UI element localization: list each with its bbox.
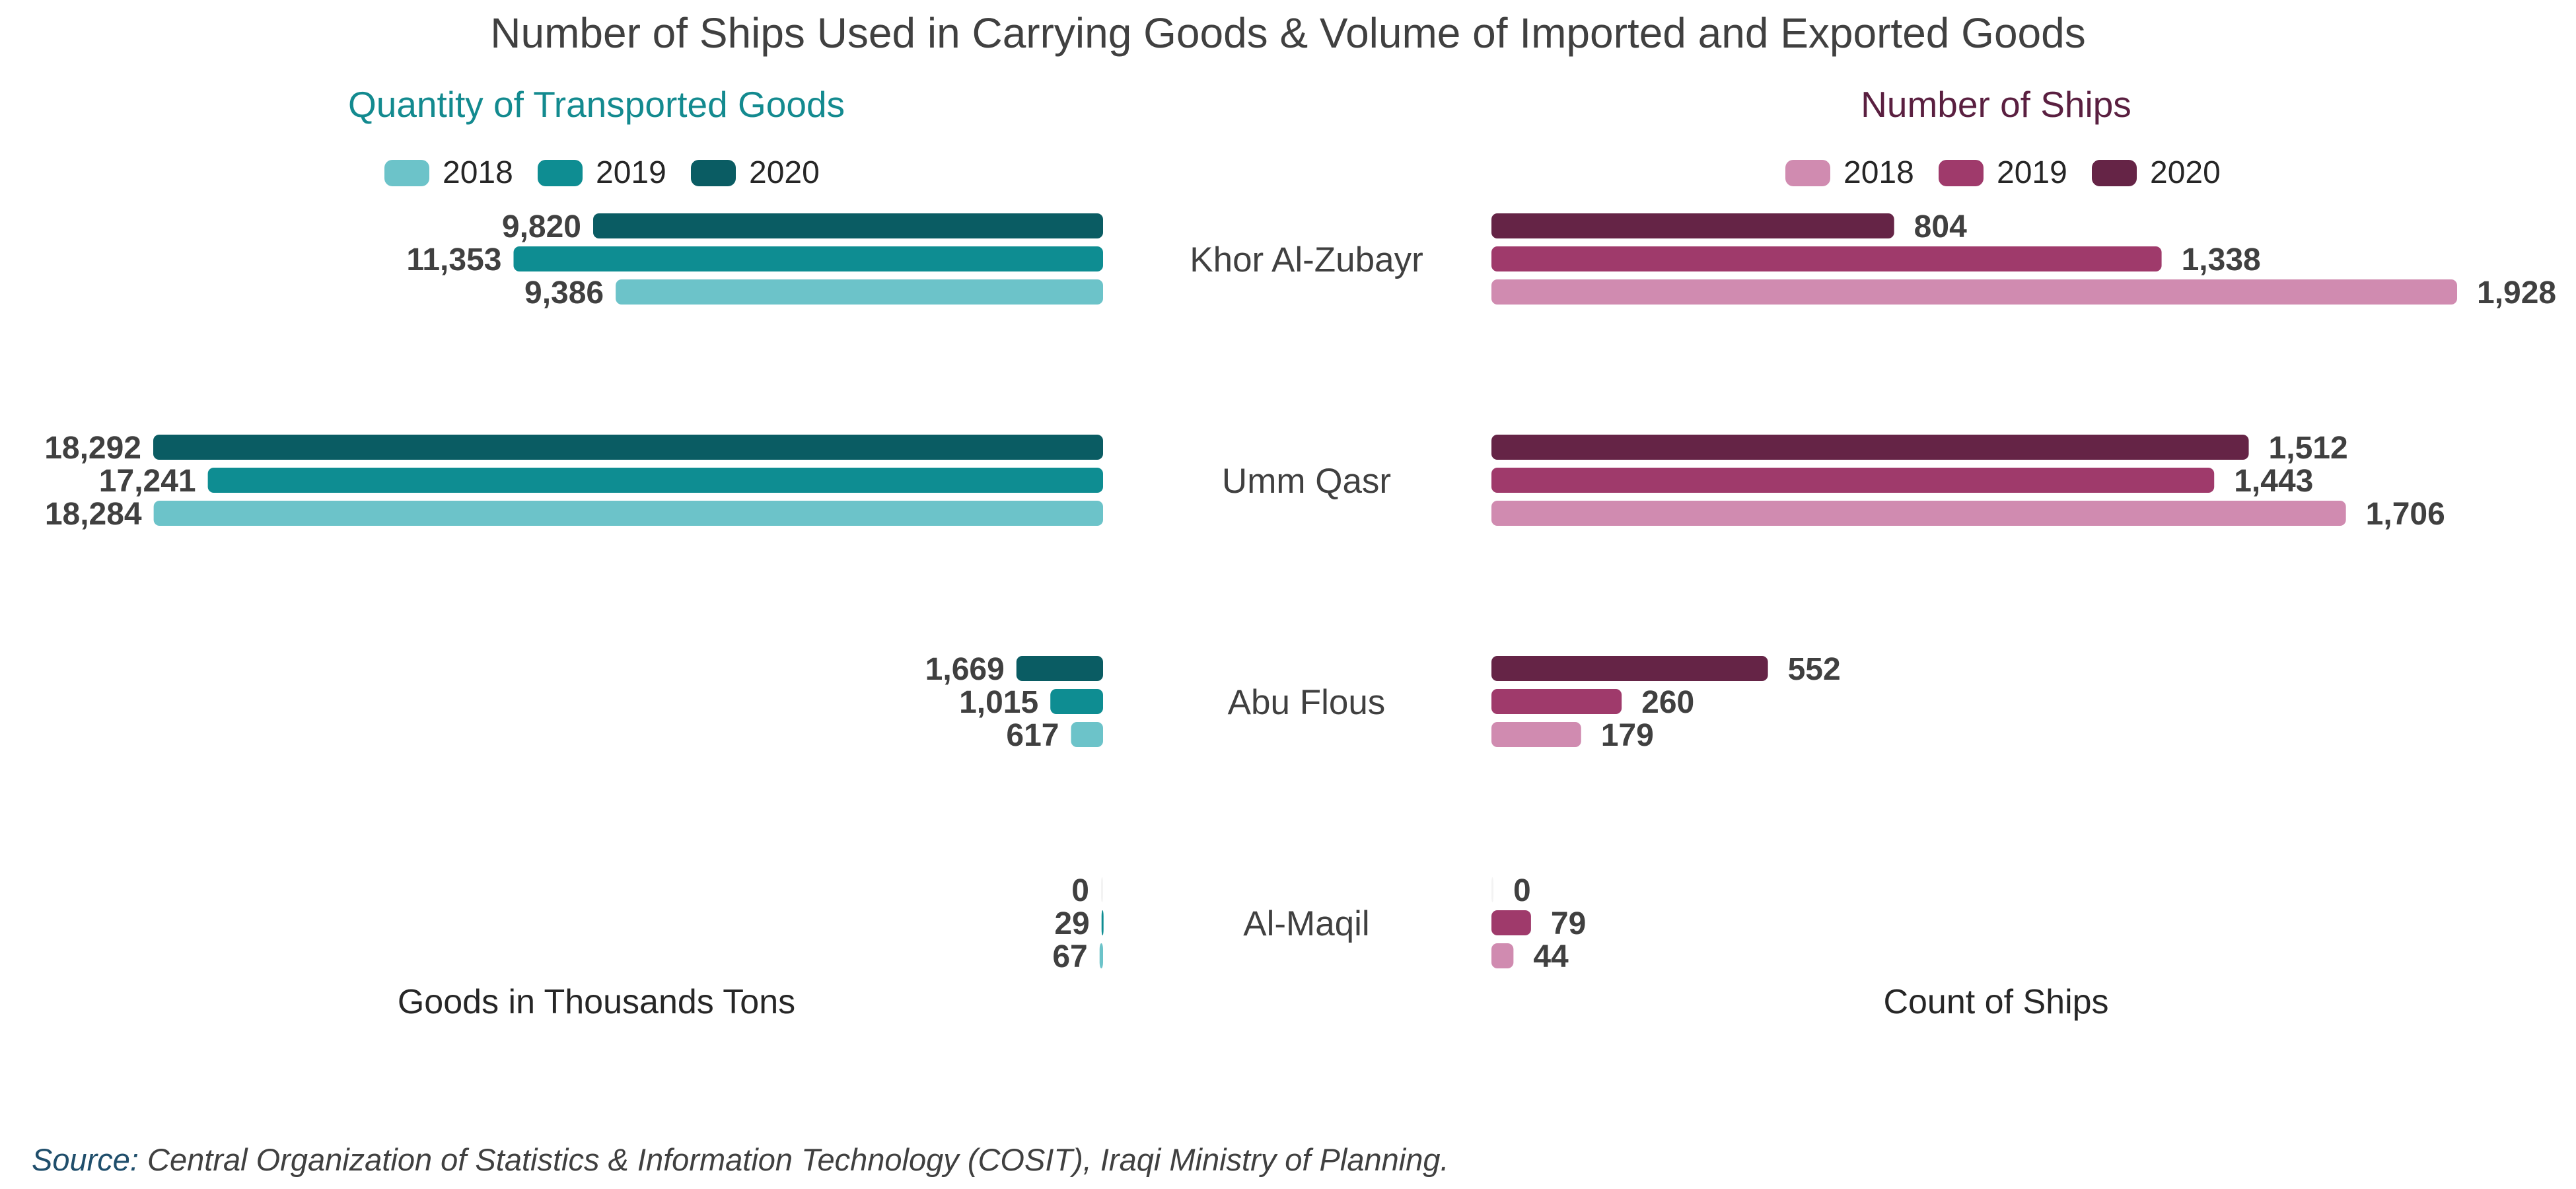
bar-goods-2018 [1071,722,1103,747]
source-note: Source: Central Organization of Statisti… [32,1141,1449,1178]
data-label-ships-2019: 260 [1641,685,1694,720]
category-label: Umm Qasr [1222,462,1391,501]
bar-goods-2020 [153,435,1103,460]
data-label-goods-2020: 0 [1071,873,1089,908]
data-label-goods-2018: 617 [1006,718,1059,753]
bar-goods-2020 [1016,656,1103,681]
legend-swatch-2018 [384,160,429,186]
data-label-ships-2018: 1,706 [2366,497,2445,532]
legend-label-2018: 2018 [443,155,513,190]
bar-ships-2018 [1491,722,1581,747]
legend-swatch-2020 [2092,160,2137,186]
bar-ships-2020 [1491,435,2249,460]
bar-goods-2019 [513,246,1103,271]
bar-ships-2019 [1491,246,2162,271]
bar-ships-2018 [1491,501,2346,526]
source-text: Central Organization of Statistics & Inf… [138,1142,1449,1177]
right-x-axis-label: Count of Ships [1883,983,2108,1021]
bar-ships-2019 [1491,910,1531,935]
right-panel-title: Number of Ships [1861,84,2131,125]
data-label-ships-2018: 179 [1601,718,1654,753]
source-label: Source: [32,1142,139,1177]
data-label-goods-2018: 9,386 [524,275,604,310]
data-label-goods-2020: 9,820 [502,209,581,244]
data-label-goods-2020: 1,669 [925,652,1005,687]
left-x-axis-label: Goods in Thousands Tons [398,983,795,1021]
legend-swatch-2019 [1939,160,1984,186]
legend-label-2019: 2019 [1997,155,2067,190]
right-bars: 1,928 1,706 179 44 1,338 1,443 260 79 804 1,512 55… [1491,209,2556,974]
bar-ships-2018 [1491,943,1514,968]
bar-ships-2020 [1491,656,1768,681]
bar-goods-2019 [207,468,1103,493]
bar-ships-2020 [1491,877,1493,902]
category-label: Al-Maqil [1243,904,1369,943]
legend-swatch-2018 [1785,160,1830,186]
bar-ships-2020 [1491,213,1894,238]
left-panel-title: Quantity of Transported Goods [348,84,845,125]
data-label-ships-2018: 44 [1533,939,1569,974]
data-label-ships-2019: 1,443 [2234,464,2313,499]
bar-goods-2020 [593,213,1103,238]
category-labels: Khor Al-Zubayr Umm Qasr Abu Flous Al-Maqil [1190,240,1423,943]
data-label-ships-2018: 1,928 [2477,275,2556,310]
left-bars: 9,386 18,284 617 67 11,353 17,241 1,015 29 9,820… [44,209,1104,974]
legend-label-2020: 2020 [749,155,820,190]
data-label-goods-2019: 1,015 [959,685,1038,720]
data-label-ships-2019: 79 [1551,906,1586,941]
legend-swatch-2020 [691,160,736,186]
data-label-ships-2020: 1,512 [2269,431,2348,466]
data-label-ships-2020: 804 [1914,209,1967,244]
data-label-ships-2020: 552 [1788,652,1841,687]
data-label-ships-2020: 0 [1513,873,1531,908]
bar-goods-2018 [1099,943,1103,968]
category-label: Khor Al-Zubayr [1190,240,1423,279]
chart-title: Number of Ships Used in Carrying Goods &… [490,9,2085,57]
bar-goods-2019 [1050,689,1103,714]
data-label-goods-2019: 29 [1054,906,1089,941]
bar-ships-2019 [1491,689,1622,714]
bar-goods-2018 [153,501,1103,526]
legend-label-2018: 2018 [1843,155,1914,190]
bar-goods-2019 [1101,910,1104,935]
bar-goods-2020 [1101,877,1103,902]
legend-label-2020: 2020 [2150,155,2221,190]
bar-ships-2018 [1491,279,2457,305]
legend-swatch-2019 [538,160,583,186]
data-label-goods-2019: 17,241 [99,464,196,499]
data-label-goods-2018: 18,284 [45,497,142,532]
data-label-goods-2018: 67 [1052,939,1087,974]
bar-goods-2018 [616,279,1103,305]
bar-ships-2019 [1491,468,2215,493]
category-label: Abu Flous [1228,683,1386,722]
data-label-goods-2020: 18,292 [44,431,141,466]
right-legend: 2018 2019 2020 [1785,155,2221,190]
data-label-ships-2019: 1,338 [2182,242,2261,277]
left-legend: 2018 2019 2020 [384,155,820,190]
data-label-goods-2019: 11,353 [406,242,501,277]
legend-label-2019: 2019 [596,155,666,190]
